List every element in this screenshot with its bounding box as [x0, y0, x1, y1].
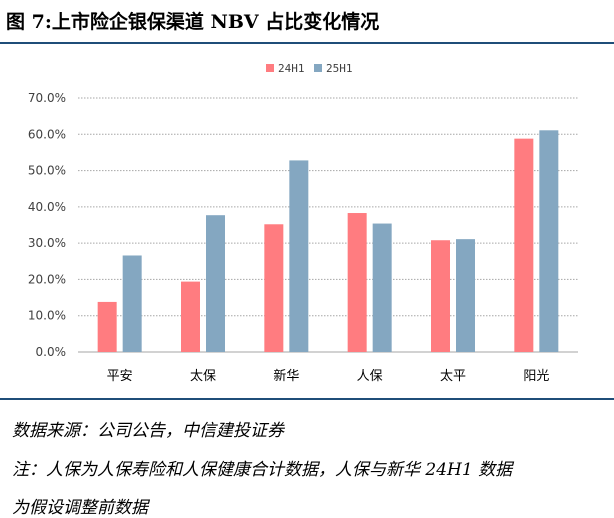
legend-label-25H1: 25H1 — [326, 62, 353, 75]
bar-24H1-平安 — [97, 301, 117, 352]
bar-chart: 0.0% 10.0% 20.0% 30.0% 40.0% 50.0% 60.0% 70.0% 平… — [28, 62, 578, 384]
x-tick-label: 太平 — [440, 369, 466, 384]
y-tick-label: 0.0% — [36, 345, 67, 359]
bar-25H1-新华 — [289, 160, 309, 352]
bar-25H1-人保 — [372, 223, 392, 352]
legend-label-24H1: 24H1 — [278, 62, 305, 75]
x-tick-label: 平安 — [107, 369, 133, 384]
bar-25H1-太平 — [456, 239, 475, 352]
bar-24H1-太平 — [431, 240, 450, 352]
notes-section: 数据来源：公司公告，中信建投证券 注：人保为人保寿险和人保健康合计数据，人保与新… — [0, 398, 614, 518]
footnote-line-2: 为假设调整前数据 — [12, 498, 148, 518]
y-tick-label: 60.0% — [28, 127, 66, 141]
y-tick-label: 70.0% — [28, 91, 66, 105]
source-note: 数据来源：公司公告，中信建投证券 — [12, 421, 284, 441]
bar-24H1-人保 — [347, 213, 367, 352]
legend-swatch-25H1 — [314, 64, 322, 72]
bar-25H1-阳光 — [539, 130, 559, 352]
x-tick-label: 新华 — [273, 368, 299, 384]
y-tick-label: 50.0% — [28, 164, 66, 178]
x-tick-label: 阳光 — [523, 369, 549, 384]
x-tick-label: 人保 — [357, 369, 383, 384]
bar-24H1-阳光 — [514, 138, 534, 352]
y-tick-label: 40.0% — [28, 200, 66, 214]
x-tick-label: 太保 — [190, 369, 216, 384]
y-tick-label: 30.0% — [28, 236, 66, 250]
y-tick-label: 20.0% — [28, 272, 66, 286]
bar-25H1-平安 — [122, 255, 142, 352]
bar-24H1-新华 — [264, 224, 284, 352]
legend-swatch-24H1 — [266, 64, 274, 72]
footnote-line-1: 注：人保为人保寿险和人保健康合计数据，人保与新华 24H1 数据 — [12, 460, 513, 480]
figure-header: 图 7:上市险企银保渠道 NBV 占比变化情况 — [0, 0, 614, 44]
bar-24H1-太保 — [181, 281, 200, 352]
y-tick-label: 10.0% — [28, 309, 66, 323]
bar-25H1-太保 — [206, 215, 225, 352]
figure-title: 图 7:上市险企银保渠道 NBV 占比变化情况 — [6, 11, 380, 33]
